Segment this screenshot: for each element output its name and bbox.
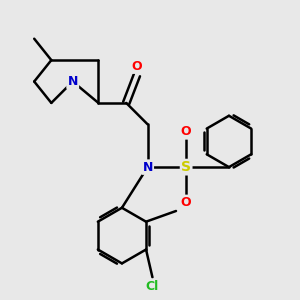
Text: O: O [181,196,191,209]
Text: O: O [181,125,191,138]
Text: S: S [181,160,191,174]
Text: N: N [68,75,78,88]
Text: Cl: Cl [146,280,159,293]
Text: O: O [132,60,142,73]
Text: N: N [142,160,153,174]
